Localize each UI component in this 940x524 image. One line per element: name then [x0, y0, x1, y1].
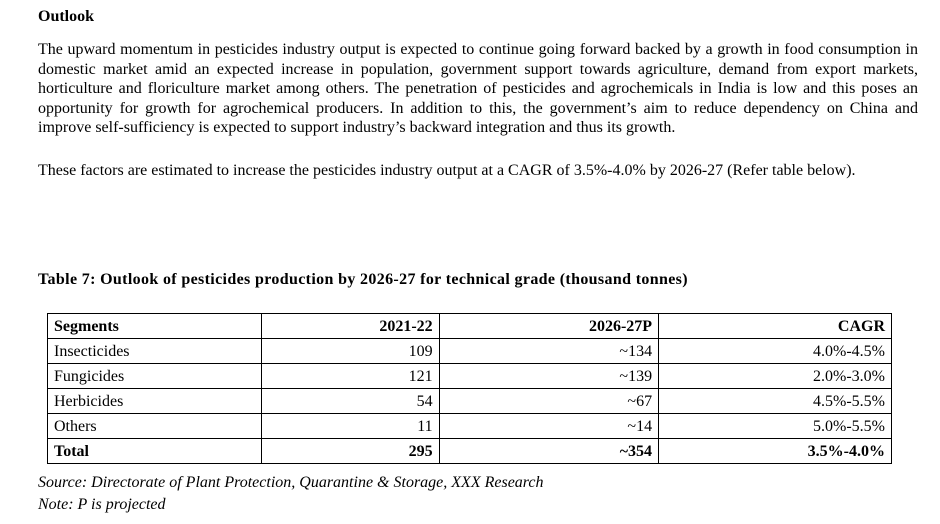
cell-2021-22: 54: [260, 388, 440, 414]
cell-2026-27p: ~134: [438, 338, 660, 364]
table-caption: Table 7: Outlook of pesticides productio…: [38, 271, 688, 288]
section-heading: Outlook: [38, 8, 95, 25]
cell-segment: Others: [47, 413, 262, 439]
projection-note: Note: P is projected: [38, 496, 166, 513]
cell-cagr: 2.0%-3.0%: [658, 363, 892, 389]
table-header-row: Segments 2021-22 2026-27P CAGR: [47, 313, 892, 339]
table-row: Herbicides 54 ~67 4.5%-5.5%: [47, 388, 892, 414]
cell-2026-27p: ~139: [438, 363, 660, 389]
cell-cagr: 5.0%-5.5%: [658, 413, 892, 439]
document-page: Outlook The upward momentum in pesticide…: [38, 6, 918, 513]
cell-cagr: 4.5%-5.5%: [658, 388, 892, 414]
header-segments: Segments: [47, 313, 262, 339]
cell-2021-22: 11: [260, 413, 440, 439]
cell-2026-27p: ~67: [438, 388, 660, 414]
cell-total-cagr: 3.5%-4.0%: [658, 438, 892, 464]
table-row: Insecticides 109 ~134 4.0%-4.5%: [47, 338, 892, 364]
cell-2026-27p: ~14: [438, 413, 660, 439]
header-cagr: CAGR: [658, 313, 892, 339]
cell-2021-22: 121: [260, 363, 440, 389]
source-note: Source: Directorate of Plant Protection,…: [38, 474, 544, 491]
cell-total-label: Total: [47, 438, 262, 464]
table-row: Others 11 ~14 5.0%-5.5%: [47, 413, 892, 439]
cell-segment: Fungicides: [47, 363, 262, 389]
cell-segment: Herbicides: [47, 388, 262, 414]
header-2026-27p: 2026-27P: [438, 313, 660, 339]
table-row: Fungicides 121 ~139 2.0%-3.0%: [47, 363, 892, 389]
header-2021-22: 2021-22: [260, 313, 440, 339]
table-total-row: Total 295 ~354 3.5%-4.0%: [47, 438, 892, 464]
cell-total-2021-22: 295: [260, 438, 440, 464]
pesticides-outlook-table: Segments 2021-22 2026-27P CAGR Insectici…: [47, 313, 892, 464]
cell-segment: Insecticides: [47, 338, 262, 364]
cell-cagr: 4.0%-4.5%: [658, 338, 892, 364]
cell-total-2026-27p: ~354: [438, 438, 660, 464]
outlook-paragraph-1: The upward momentum in pesticides indust…: [38, 41, 918, 137]
cell-2021-22: 109: [260, 338, 440, 364]
outlook-paragraph-2: These factors are estimated to increase …: [38, 161, 856, 179]
